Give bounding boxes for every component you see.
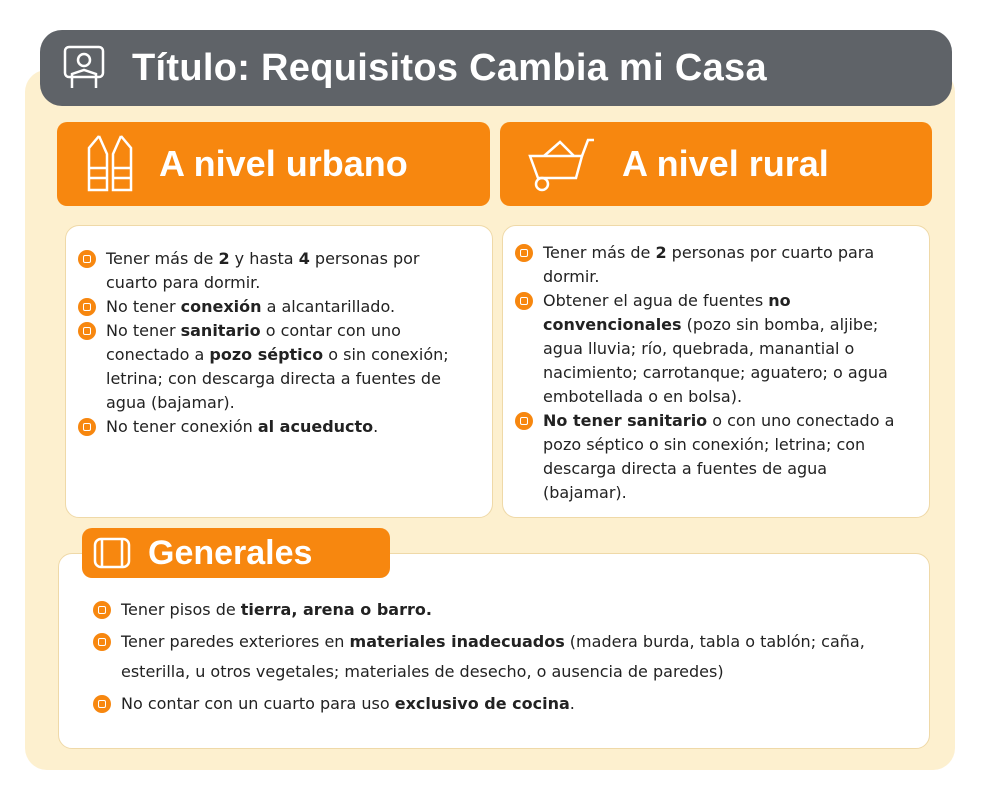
bullet-item: Tener más de 2 y hasta 4 personas por cu… xyxy=(78,247,466,295)
bullet-icon xyxy=(78,298,96,316)
bold-text: no convencionales xyxy=(543,291,791,334)
title-icon xyxy=(63,45,105,88)
bold-text: materiales inadecuados xyxy=(349,632,565,651)
bold-text: pozo séptico xyxy=(209,345,324,364)
section-title: A nivel rural xyxy=(622,143,829,184)
bullet-item: No tener sanitario o con uno conectado a… xyxy=(515,409,913,505)
content-card: Tener más de 2 y hasta 4 personas por cu… xyxy=(65,225,493,518)
content-card: Tener más de 2 personas por cuarto para … xyxy=(502,225,930,518)
text: No tener xyxy=(106,321,181,340)
text: (pozo sin bomba, aljibe; agua lluvia; rí… xyxy=(543,315,888,406)
text: (madera burda, tabla o tablón; caña, est… xyxy=(121,632,865,681)
bullet-list: Tener más de 2 y hasta 4 personas por cu… xyxy=(78,247,466,439)
bullet-icon xyxy=(78,418,96,436)
text: No tener xyxy=(106,297,181,316)
text: personas por cuarto para dormir. xyxy=(106,249,420,292)
text: Obtener el agua de fuentes xyxy=(543,291,769,310)
bold-text: exclusivo de cocina xyxy=(394,694,570,713)
text: o con uno conectado a pozo séptico o sin… xyxy=(543,411,895,502)
bullet-icon xyxy=(78,250,96,268)
bullet-item: Obtener el agua de fuentes no convencion… xyxy=(515,289,913,409)
bullet-icon xyxy=(93,695,111,713)
section-header: Generales xyxy=(82,528,390,578)
text: No tener conexión xyxy=(106,417,258,436)
bullet-icon xyxy=(93,633,111,651)
text: Tener pisos de xyxy=(121,600,241,619)
bullet-item: No tener conexión al acueducto. xyxy=(78,415,466,439)
bold-text: al acueducto xyxy=(257,417,374,436)
bold-text: tierra, arena o barro. xyxy=(240,600,432,619)
bullet-icon xyxy=(78,322,96,340)
bullet-item: Tener más de 2 personas por cuarto para … xyxy=(515,241,913,289)
bullet-icon xyxy=(515,292,533,310)
bullet-item: Tener paredes exteriores en materiales i… xyxy=(93,627,911,687)
bold-text: sanitario xyxy=(180,321,261,340)
bullet-item: No tener conexión a alcantarillado. xyxy=(78,295,466,319)
text: a alcantarillado. xyxy=(261,297,396,316)
text: o contar con uno conectado a xyxy=(106,321,401,364)
text: Tener más de xyxy=(543,243,656,262)
bold-text: 2 xyxy=(655,243,667,262)
bullet-icon xyxy=(515,412,533,430)
bullet-icon xyxy=(93,601,111,619)
bullet-icon xyxy=(515,244,533,262)
text: o sin conexión; letrina; con descarga di… xyxy=(106,345,449,412)
bold-text: No tener sanitario xyxy=(543,411,708,430)
text: personas por cuarto para dormir. xyxy=(543,243,875,286)
page-title: Título: Requisitos Cambia mi Casa xyxy=(132,47,767,89)
bold-text: 2 xyxy=(218,249,230,268)
content-card: Tener pisos de tierra, arena o barro. Ten… xyxy=(58,553,930,749)
map-icon xyxy=(93,537,131,569)
section-header: A nivel rural xyxy=(500,122,932,206)
section-title: Generales xyxy=(148,534,313,572)
bullet-item: No tener sanitario o contar con uno cone… xyxy=(78,319,466,415)
vest-icon xyxy=(87,135,133,192)
text: Tener paredes exteriores en xyxy=(121,632,350,651)
bold-text: 4 xyxy=(298,249,310,268)
text: . xyxy=(569,694,575,713)
section-title: A nivel urbano xyxy=(159,143,408,184)
text: No contar con un cuarto para uso xyxy=(121,694,395,713)
bullet-item: Tener pisos de tierra, arena o barro. xyxy=(93,595,911,625)
bullet-item: No contar con un cuarto para uso exclusi… xyxy=(93,689,911,719)
section-header: A nivel urbano xyxy=(57,122,490,206)
text: y hasta xyxy=(229,249,299,268)
bold-text: conexión xyxy=(180,297,262,316)
cart-icon xyxy=(528,138,594,192)
title-bar: Título: Requisitos Cambia mi Casa xyxy=(40,30,952,106)
bullet-list: Tener pisos de tierra, arena o barro. Ten… xyxy=(93,595,911,721)
text: . xyxy=(373,417,379,436)
text: Tener más de xyxy=(106,249,219,268)
bullet-list: Tener más de 2 personas por cuarto para … xyxy=(515,241,913,505)
